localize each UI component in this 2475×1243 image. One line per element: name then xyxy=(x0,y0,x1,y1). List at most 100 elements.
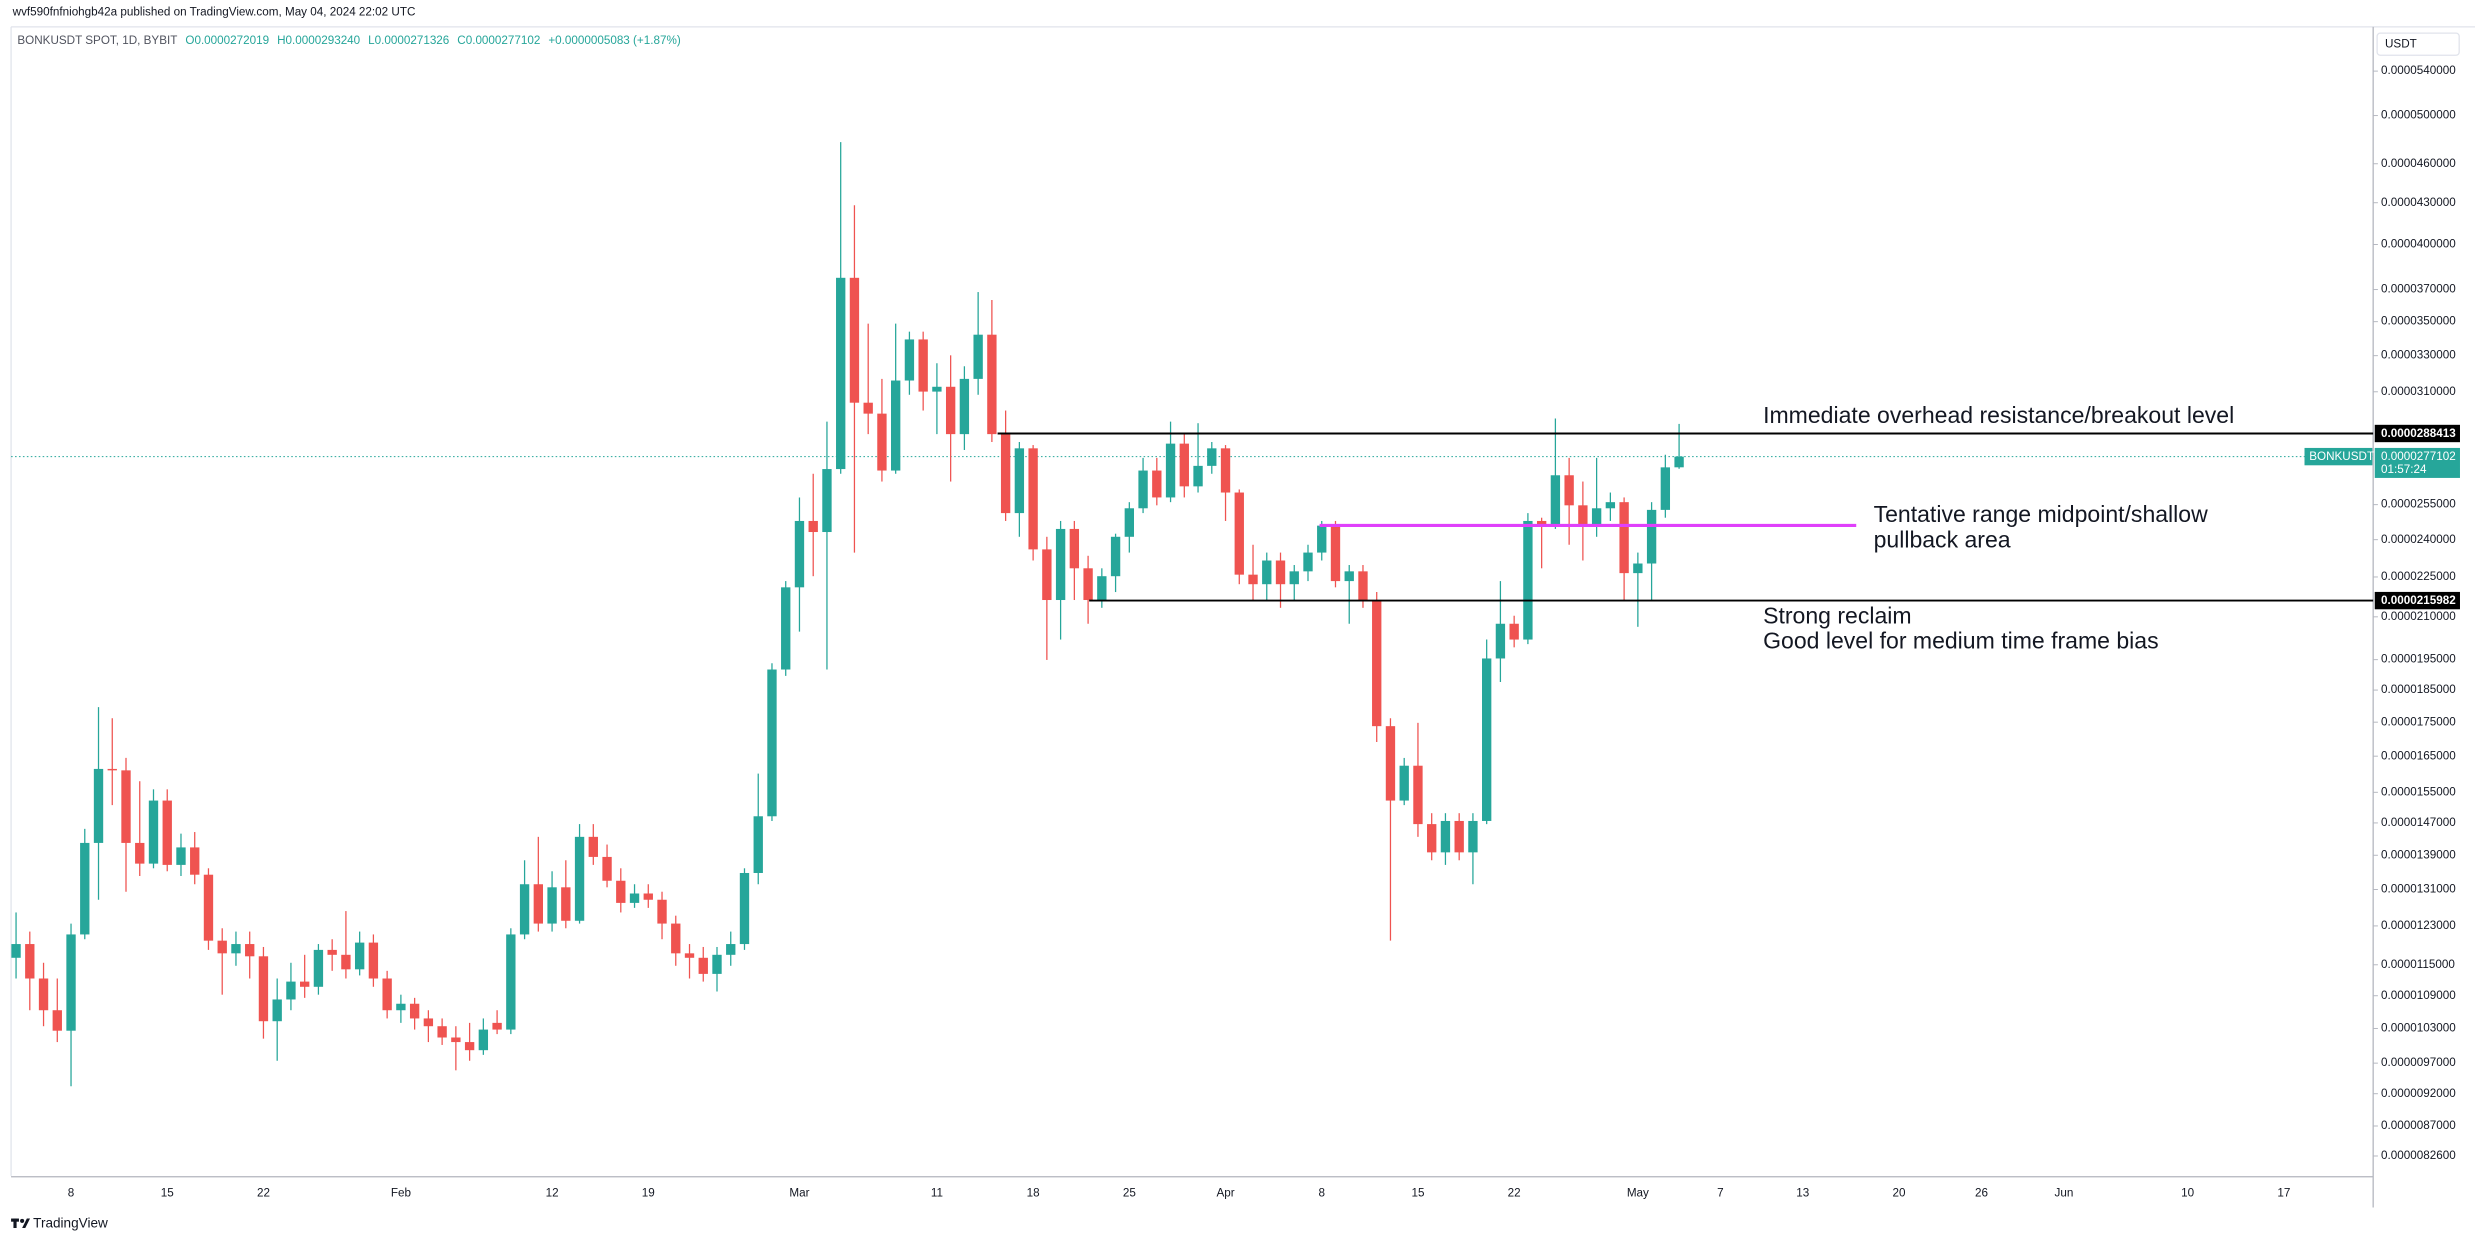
candle-body xyxy=(121,770,131,843)
x-tick-label: 13 xyxy=(1796,1186,1809,1199)
candle-body xyxy=(1344,571,1354,582)
candle-body xyxy=(547,887,557,924)
candle-body xyxy=(423,1018,434,1027)
candle-body xyxy=(684,953,695,958)
legend-close: C0.0000277102 xyxy=(457,34,540,47)
candle-body xyxy=(519,884,530,935)
candle-body xyxy=(451,1037,461,1043)
candle-body xyxy=(877,413,887,471)
currency-box[interactable] xyxy=(2376,32,2460,56)
candle-body xyxy=(1660,467,1671,510)
candle-body xyxy=(1000,434,1011,514)
candle-body xyxy=(506,934,516,1030)
y-tick-label: 0.0000092000 xyxy=(2381,1087,2456,1100)
y-tick-label: 0.0000139000 xyxy=(2381,848,2456,861)
y-tick-label: 0.0000460000 xyxy=(2381,157,2456,170)
candle-body xyxy=(849,277,860,403)
y-tick-label: 0.0000123000 xyxy=(2381,919,2456,932)
candle-body xyxy=(1275,560,1286,585)
candle-body xyxy=(822,469,832,533)
candle-body xyxy=(1619,502,1629,574)
x-tick-label: 15 xyxy=(1411,1186,1424,1199)
candle-body xyxy=(918,339,928,392)
candle-body xyxy=(1591,508,1602,526)
x-tick-label: 8 xyxy=(1318,1186,1325,1199)
candle-body xyxy=(176,847,186,865)
candle-body xyxy=(1633,563,1643,574)
candle-body xyxy=(891,380,901,471)
candle-body xyxy=(863,402,873,414)
candle-body xyxy=(1674,456,1684,468)
y-tick-label: 0.0000097000 xyxy=(2381,1056,2456,1069)
candle-body xyxy=(1248,574,1258,585)
candle-body xyxy=(726,944,736,955)
annotation-text: Good level for medium time frame bias xyxy=(1763,628,2159,654)
annotation-text: Strong reclaim xyxy=(1763,602,1911,628)
candle-body xyxy=(1165,443,1176,498)
x-tick-label: 22 xyxy=(1508,1186,1521,1199)
candles xyxy=(11,142,1684,1087)
candle-body xyxy=(1481,658,1492,821)
annotation-text: Tentative range midpoint/shallow xyxy=(1874,501,2209,527)
currency-label[interactable]: USDT xyxy=(2385,37,2417,50)
candle-body xyxy=(781,587,791,670)
y-tick-label: 0.0000115000 xyxy=(2381,958,2455,971)
candle-body xyxy=(1042,549,1052,601)
candle-body xyxy=(671,923,681,954)
candle-body xyxy=(217,940,227,954)
symbol-title: BONKUSDT SPOT, 1D, BYBIT xyxy=(17,34,177,47)
candle-body xyxy=(409,1003,420,1019)
level-price-label: 0.0000288413 xyxy=(2381,427,2456,440)
candle-body xyxy=(1399,765,1409,801)
y-tick-label: 0.0000195000 xyxy=(2381,653,2456,666)
candle-body xyxy=(38,978,49,1011)
legend: BONKUSDT SPOT, 1D, BYBIT O0.0000272019 H… xyxy=(17,34,680,47)
y-tick-label: 0.0000350000 xyxy=(2381,315,2456,328)
candle-body xyxy=(52,1010,62,1031)
candle-body xyxy=(1124,508,1134,537)
candle-body xyxy=(245,944,255,957)
x-tick-label: 26 xyxy=(1975,1186,1988,1199)
x-tick-label: 17 xyxy=(2277,1186,2290,1199)
candle-body xyxy=(1193,465,1203,487)
candle-body xyxy=(959,378,970,435)
x-tick-label: 18 xyxy=(1027,1186,1040,1199)
candle-body xyxy=(643,893,653,900)
candle-body xyxy=(987,334,997,435)
candle-body xyxy=(1289,571,1299,585)
logo-slash xyxy=(22,1218,31,1229)
candle-body xyxy=(1385,726,1396,801)
y-tick-label: 0.0000330000 xyxy=(2381,349,2456,362)
candle-body xyxy=(1509,623,1519,640)
x-tick-label: 7 xyxy=(1717,1186,1723,1199)
candle-body xyxy=(533,884,544,924)
candle-body xyxy=(258,956,269,1022)
candle-body xyxy=(973,334,983,379)
candle-body xyxy=(478,1029,489,1051)
candle-body xyxy=(1523,520,1533,640)
candle-body xyxy=(1069,528,1080,569)
candle-body xyxy=(1234,492,1244,575)
x-tick-label: 20 xyxy=(1893,1186,1906,1199)
candle-body xyxy=(1578,505,1588,526)
candle-body xyxy=(588,836,598,857)
legend-low: L0.0000271326 xyxy=(368,34,449,47)
y-tick-label: 0.0000210000 xyxy=(2381,610,2456,623)
brand: TradingView xyxy=(33,1216,108,1231)
candle-body xyxy=(602,856,612,881)
candle-body xyxy=(1468,820,1478,853)
x-tick-label: 22 xyxy=(257,1186,270,1199)
candle-body xyxy=(712,954,722,974)
candle-body xyxy=(368,942,379,979)
candle-body xyxy=(767,669,777,817)
x-tick-label: 11 xyxy=(931,1186,943,1199)
candle-body xyxy=(1495,623,1506,659)
candle-body xyxy=(1330,525,1341,582)
candle-body xyxy=(1110,536,1121,577)
candle-body xyxy=(1550,475,1561,526)
level-price-tag xyxy=(2374,424,2460,443)
candle-body xyxy=(1358,571,1368,601)
candle-body xyxy=(1536,520,1547,526)
candle-body xyxy=(1138,470,1148,509)
candle-body xyxy=(25,944,35,979)
